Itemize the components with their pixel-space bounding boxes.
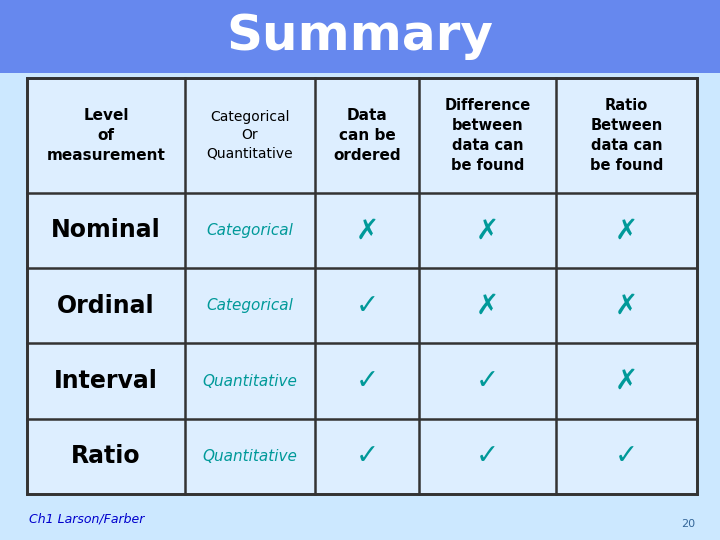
Text: ✓: ✓	[615, 442, 638, 470]
Text: ✓: ✓	[356, 442, 379, 470]
Text: Categorical: Categorical	[207, 223, 294, 238]
Text: Quantitative: Quantitative	[202, 449, 297, 464]
Text: ✗: ✗	[476, 292, 500, 320]
Text: 20: 20	[680, 519, 695, 529]
Text: ✗: ✗	[615, 292, 638, 320]
Text: ✓: ✓	[356, 367, 379, 395]
Text: Data
can be
ordered: Data can be ordered	[333, 108, 401, 163]
Text: Difference
between
data can
be found: Difference between data can be found	[444, 98, 531, 173]
Text: Level
of
measurement: Level of measurement	[47, 108, 166, 163]
Text: ✓: ✓	[476, 442, 500, 470]
Text: ✗: ✗	[476, 217, 500, 244]
Bar	[0, 0, 720, 73]
Text: ✓: ✓	[356, 292, 379, 320]
Text: Ratio
Between
data can
be found: Ratio Between data can be found	[590, 98, 663, 173]
Text: ✗: ✗	[615, 367, 638, 395]
Text: Categorical
Or
Quantitative: Categorical Or Quantitative	[207, 110, 293, 161]
Text: Categorical: Categorical	[207, 298, 294, 313]
Text: Ordinal: Ordinal	[57, 294, 155, 318]
Bar	[27, 78, 697, 494]
Text: Interval: Interval	[54, 369, 158, 393]
Text: ✗: ✗	[615, 217, 638, 244]
Text: Summary: Summary	[227, 12, 493, 60]
Text: ✓: ✓	[476, 367, 500, 395]
Text: Nominal: Nominal	[51, 218, 161, 242]
Text: Quantitative: Quantitative	[202, 374, 297, 389]
Text: ✗: ✗	[356, 217, 379, 244]
Text: Ratio: Ratio	[71, 444, 141, 468]
Text: Ch1 Larson/Farber: Ch1 Larson/Farber	[29, 513, 144, 526]
